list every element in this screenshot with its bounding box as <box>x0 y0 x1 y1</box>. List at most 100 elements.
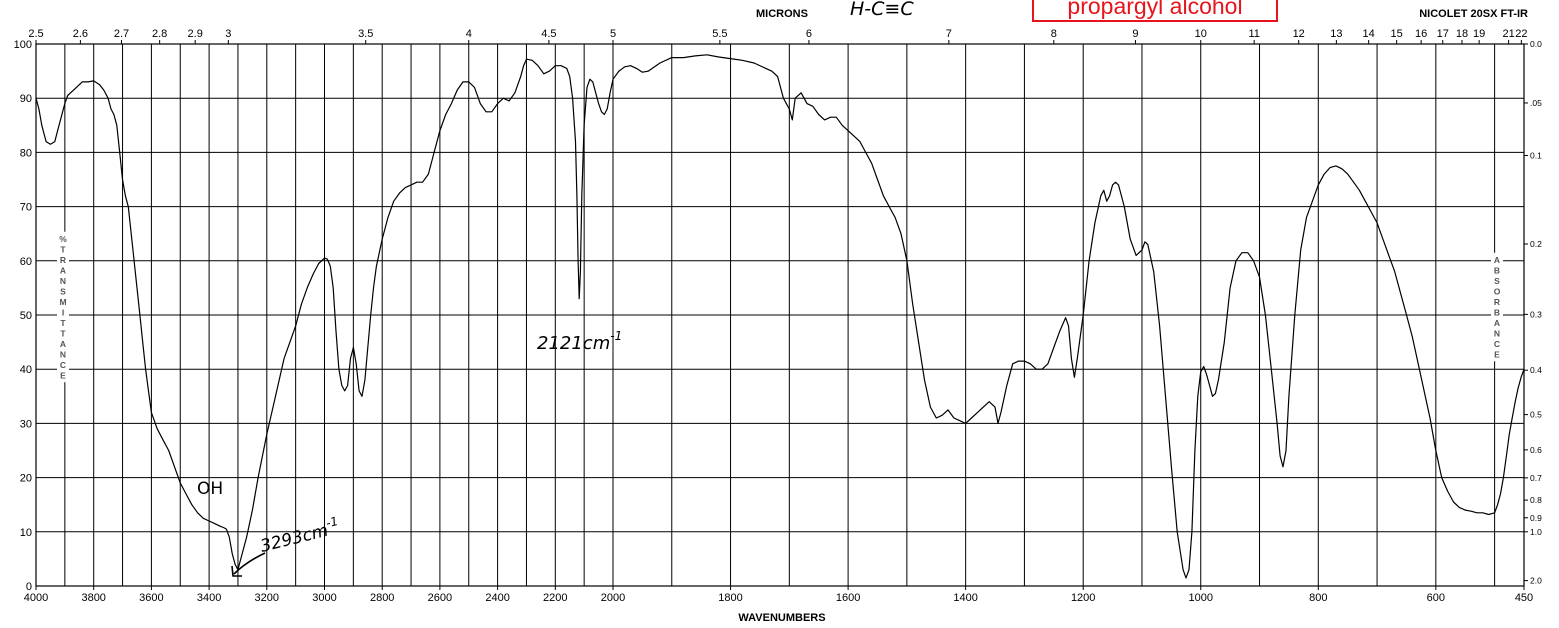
y-axis-label-letter: N <box>60 349 66 359</box>
y-axis-label-letter: I <box>62 307 64 317</box>
transmittance-ticks: 0 10 20 30 40 50 60 70 80 90 100 <box>14 39 32 593</box>
micron-tick-label: 3 <box>225 28 231 40</box>
micron-tick-label: 2.8 <box>152 28 167 40</box>
y-axis-label-right-letter: N <box>1494 328 1500 338</box>
x-axis-label: WAVENUMBERS <box>738 612 825 624</box>
grid <box>36 43 1524 587</box>
y-axis-label-letter: R <box>60 255 66 265</box>
x-tick-label: 2800 <box>370 592 394 604</box>
x-tick-label: 2000 <box>601 592 625 604</box>
micron-tick-label: 2.6 <box>73 28 88 40</box>
y-axis-label-letter: A <box>60 339 66 349</box>
micron-tick-label: 17 <box>1437 28 1449 40</box>
micron-tick-label: 14 <box>1363 28 1375 40</box>
y-axis-label-letter: A <box>60 265 66 275</box>
y-tick-label: 0 <box>26 581 32 593</box>
y-tick-label: 70 <box>20 202 32 214</box>
instrument-label: NICOLET 20SX FT-IR <box>1419 8 1528 20</box>
y-tick-label: 50 <box>20 310 32 322</box>
x-tick-label: 3800 <box>81 592 105 604</box>
y-tick-label: 90 <box>20 93 32 105</box>
y-axis-label-background <box>57 231 69 383</box>
y-tick-label: 30 <box>20 418 32 430</box>
x-tick-label: 1600 <box>836 592 860 604</box>
x-tick-label: 3600 <box>139 592 163 604</box>
oh-arrow <box>233 552 266 575</box>
y-axis-label-right-letter: A <box>1494 318 1500 328</box>
micron-tick-label: 4.5 <box>541 28 556 40</box>
micron-tick-label: 22 <box>1515 28 1527 40</box>
micron-tick-label: 7 <box>946 28 952 40</box>
spectrum-line <box>35 54 1525 579</box>
y-axis-label-right-letter: O <box>1494 286 1501 296</box>
absorbance-tick-label: 0.7 <box>1530 473 1542 483</box>
x-tick-label: 1200 <box>1071 592 1095 604</box>
y-axis-label-letter: T <box>60 318 66 328</box>
x-tick-label: 3200 <box>255 592 279 604</box>
micron-tick-label: 12 <box>1293 28 1305 40</box>
micron-tick-label: 21 <box>1502 28 1514 40</box>
x-tick-label: 4000 <box>24 592 48 604</box>
micron-tick-label: 10 <box>1195 28 1207 40</box>
oh-wavenumber-value: 3293cm <box>258 521 330 557</box>
microns-label: MICRONS <box>756 8 808 20</box>
micron-tick-label: 16 <box>1415 28 1427 40</box>
y-tick-label: 80 <box>20 147 32 159</box>
x-tick-label: 2400 <box>485 592 509 604</box>
absorbance-tick-label: 0.6 <box>1530 445 1542 455</box>
oh-arrow-head <box>231 565 242 577</box>
y-axis-label-letter: T <box>60 328 66 338</box>
x-tick-label: 3000 <box>312 592 336 604</box>
compound-name: propargyl alcohol <box>1067 0 1243 19</box>
plot-border <box>35 43 1525 587</box>
y-tick-label: 40 <box>20 364 32 376</box>
y-axis-label-right-letter: A <box>1494 255 1500 265</box>
oh-wavenumber-label: 3293cm-1 <box>257 514 342 557</box>
y-axis-label-right-letter: E <box>1494 349 1500 359</box>
y-tick-label: 100 <box>14 39 32 51</box>
compound-name-box: propargyl alcohol <box>1032 0 1278 22</box>
y-axis-label-letter: C <box>60 360 66 370</box>
absorbance-tick-label: 0.2 <box>1530 239 1542 249</box>
oh-wavenumber-exponent: -1 <box>325 514 340 530</box>
y-tick-label: 10 <box>20 527 32 539</box>
micron-tick-label: 13 <box>1330 28 1342 40</box>
absorbance-tick-label: 0.3 <box>1530 309 1542 319</box>
cc-wavenumber-exponent: -1 <box>610 329 622 343</box>
x-tick-label: 800 <box>1309 592 1327 604</box>
micron-tick-label: 8 <box>1051 28 1057 40</box>
micron-ticks: 2.5 2.6 2.7 2.8 2.9 3 3.5 4 4.5 5 5.5 6 7 8 9 10 11 12 13 1… <box>28 28 1527 44</box>
y-axis-label-letter: T <box>60 244 66 254</box>
plot-frame <box>35 43 1525 587</box>
absorbance-tick-label: 0.5 <box>1530 410 1542 420</box>
y-axis-label-letter: % <box>59 234 67 244</box>
x-tick-label: 3400 <box>197 592 221 604</box>
x-tick-label: 450 <box>1515 592 1533 604</box>
wavenumber-ticks: 4000 3800 3600 3400 3200 3000 2800 2600 2400 2200… <box>24 586 1533 604</box>
micron-tick-label: 5.5 <box>712 28 727 40</box>
absorbance-tick-label: 0.9 <box>1530 513 1542 523</box>
absorbance-tick-label: 0.1 <box>1530 150 1542 160</box>
absorbance-tick-label: .05 <box>1530 98 1542 108</box>
y-axis-label-right-letter: R <box>1494 297 1500 307</box>
structure-label: H-C≡C <box>850 0 914 20</box>
cc-wavenumber-label: 2121cm-1 <box>537 329 622 354</box>
cc-wavenumber-value: 2121cm <box>537 333 610 354</box>
y-axis-label-letter: M <box>59 297 66 307</box>
x-tick-label: 600 <box>1427 592 1445 604</box>
y-axis-label-letter: S <box>60 286 66 296</box>
x-tick-label: 2200 <box>543 592 567 604</box>
oh-label: OH <box>197 479 223 499</box>
y-axis-label-right-letter: B <box>1494 307 1500 317</box>
micron-tick-label: 4 <box>466 28 472 40</box>
micron-tick-label: 2.5 <box>28 28 43 40</box>
micron-tick-label: 11 <box>1248 28 1259 40</box>
y-axis-label-right-letter: C <box>1494 339 1500 349</box>
micron-tick-label: 6 <box>806 28 812 40</box>
micron-tick-label: 3.5 <box>358 28 373 40</box>
absorbance-tick-label: 2.0 <box>1530 576 1542 586</box>
x-tick-label: 1000 <box>1188 592 1212 604</box>
